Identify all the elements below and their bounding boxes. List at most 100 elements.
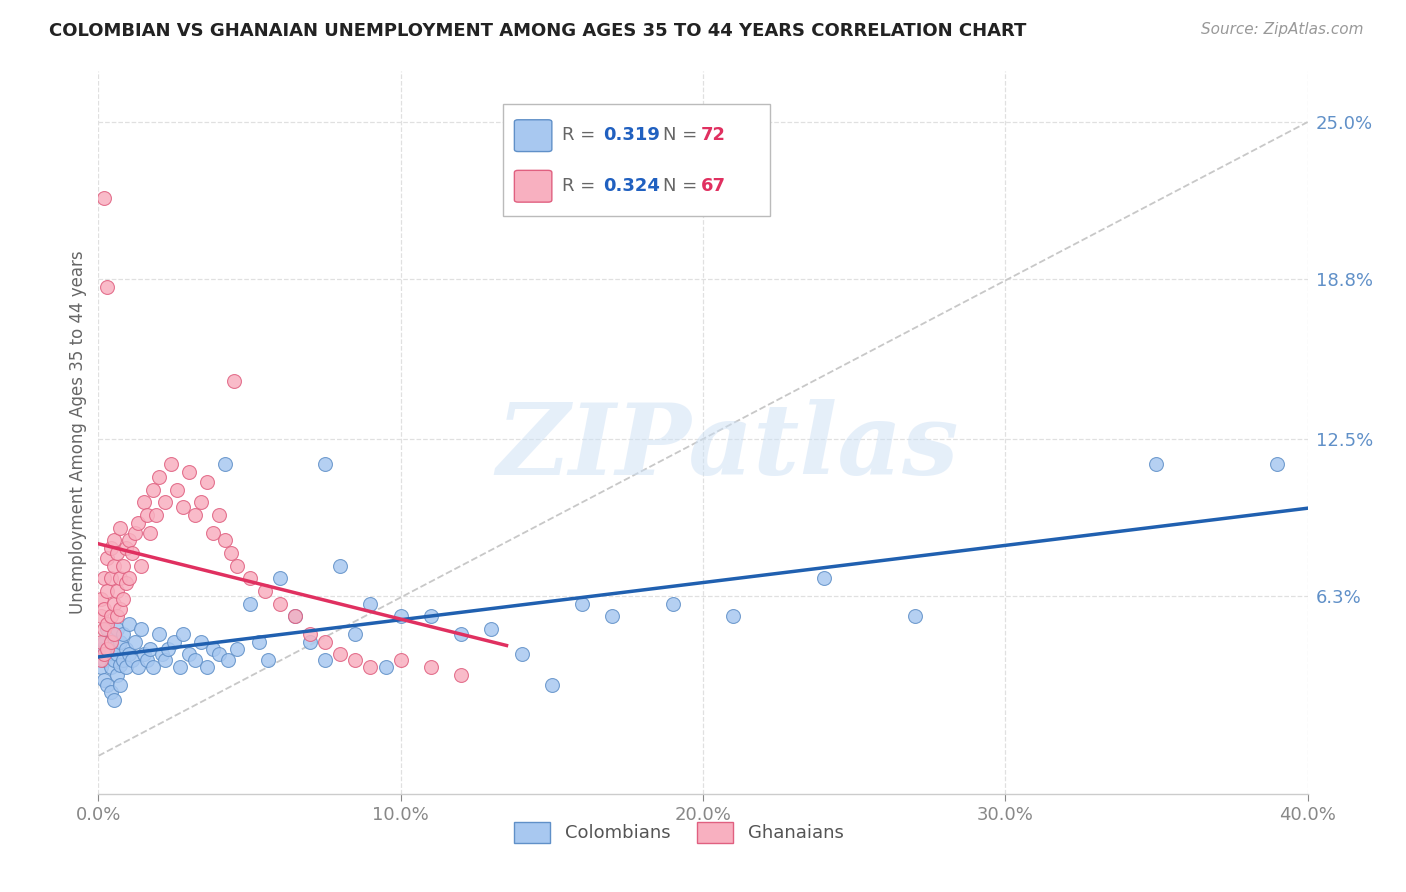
Legend: Colombians, Ghanaians: Colombians, Ghanaians (506, 814, 851, 850)
Text: N =: N = (664, 126, 703, 144)
Point (329, 558, 352, 573)
Point (100, 541, 122, 555)
Point (127, 516, 149, 530)
Point (208, 648, 231, 662)
Point (1144, 458, 1167, 472)
Point (269, 597, 291, 611)
Point (132, 648, 155, 662)
Point (127, 660, 149, 674)
Point (226, 558, 249, 573)
Point (100, 660, 122, 674)
Text: 72: 72 (700, 126, 725, 144)
Point (129, 622, 152, 636)
Point (269, 571, 291, 585)
Text: 0.324: 0.324 (603, 177, 659, 194)
Point (96, 622, 118, 636)
Point (190, 634, 212, 648)
Point (100, 685, 122, 699)
Point (150, 648, 173, 662)
Point (100, 571, 122, 585)
Point (90, 591, 112, 606)
Point (360, 660, 382, 674)
Text: N =: N = (664, 177, 703, 194)
Point (450, 667, 472, 681)
Point (184, 652, 207, 666)
Point (224, 374, 246, 388)
Y-axis label: Unemployment Among Ages 35 to 44 years: Unemployment Among Ages 35 to 44 years (69, 251, 87, 615)
Point (90, 634, 112, 648)
Point (111, 558, 134, 573)
Point (139, 642, 162, 657)
Point (420, 660, 443, 674)
Point (90, 652, 112, 666)
Point (93, 673, 115, 687)
Point (118, 533, 141, 548)
Point (118, 571, 141, 585)
FancyBboxPatch shape (515, 170, 551, 202)
Point (111, 627, 134, 641)
Point (208, 508, 231, 522)
Point (202, 642, 225, 657)
Point (153, 652, 176, 666)
Point (253, 584, 276, 599)
Point (96, 617, 118, 632)
Point (103, 558, 125, 573)
Point (344, 652, 367, 666)
Point (284, 609, 307, 624)
Point (148, 470, 170, 484)
Point (100, 642, 122, 657)
Point (111, 591, 134, 606)
Point (103, 627, 125, 641)
Point (221, 546, 243, 560)
Point (239, 571, 262, 585)
Point (299, 627, 322, 641)
Point (217, 652, 239, 666)
Point (256, 652, 278, 666)
Point (100, 634, 122, 648)
Point (904, 609, 927, 624)
Point (166, 483, 188, 497)
Point (108, 634, 131, 648)
Point (172, 627, 194, 641)
Point (96, 280, 118, 294)
Point (420, 609, 443, 624)
Point (142, 483, 165, 497)
Point (389, 652, 412, 666)
Point (121, 546, 143, 560)
Point (93, 648, 115, 662)
Point (214, 458, 236, 472)
Point (540, 678, 562, 692)
Point (118, 648, 141, 662)
Point (179, 648, 201, 662)
Point (93, 571, 115, 585)
Point (114, 660, 136, 674)
Point (226, 642, 249, 657)
Point (156, 642, 179, 657)
Text: COLOMBIAN VS GHANAIAN UNEMPLOYMENT AMONG AGES 35 TO 44 YEARS CORRELATION CHART: COLOMBIAN VS GHANAIAN UNEMPLOYMENT AMONG… (49, 22, 1026, 40)
Point (90, 660, 112, 674)
Text: ZIPatlas: ZIPatlas (496, 399, 959, 495)
Point (314, 458, 336, 472)
Point (90, 642, 112, 657)
Point (93, 622, 115, 636)
Point (195, 660, 218, 674)
Point (132, 495, 155, 509)
Point (195, 475, 218, 489)
Point (105, 584, 128, 599)
Point (145, 508, 167, 522)
Point (96, 678, 118, 692)
Point (103, 627, 125, 641)
FancyBboxPatch shape (503, 103, 769, 216)
Point (93, 652, 115, 666)
Point (329, 648, 352, 662)
Point (239, 597, 262, 611)
Point (96, 584, 118, 599)
Point (389, 609, 412, 624)
Point (450, 627, 472, 641)
Point (202, 525, 225, 540)
Point (114, 642, 136, 657)
Point (374, 660, 396, 674)
Point (510, 648, 533, 662)
Point (118, 617, 141, 632)
Point (344, 627, 367, 641)
